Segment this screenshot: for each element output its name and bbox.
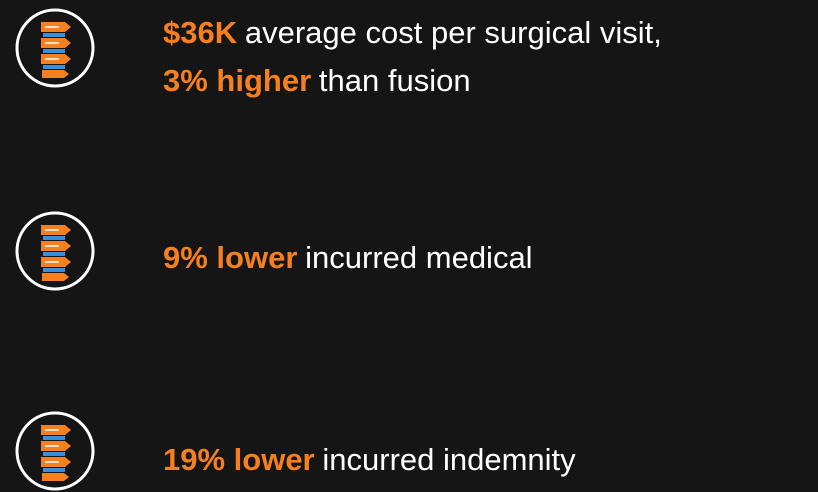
stat-line: 19% lower incurred indemnity [163,436,818,484]
stat-text: than fusion [318,63,471,98]
stat-item: 19% lower incurred indemnity [163,436,818,484]
stat-line: 9% lower incurred medical [163,234,818,282]
spine-icon [14,7,96,89]
stat-line: 3% higher than fusion [163,57,818,105]
stat-text: incurred indemnity [322,442,576,477]
stat-text: average cost per surgical visit, [244,15,662,50]
highlight: 19% lower [163,442,315,477]
highlight: 9% lower [163,240,298,275]
stat-text: incurred medical [305,240,533,275]
stat-item: 9% lower incurred medical [163,234,818,282]
spine-icon [14,410,96,492]
highlight: 3% higher [163,63,312,98]
spine-icon [14,210,96,292]
stat-item: $36K average cost per surgical visit, 3% h… [163,9,818,105]
stat-line: $36K average cost per surgical visit, [163,9,818,57]
highlight: $36K [163,15,238,50]
